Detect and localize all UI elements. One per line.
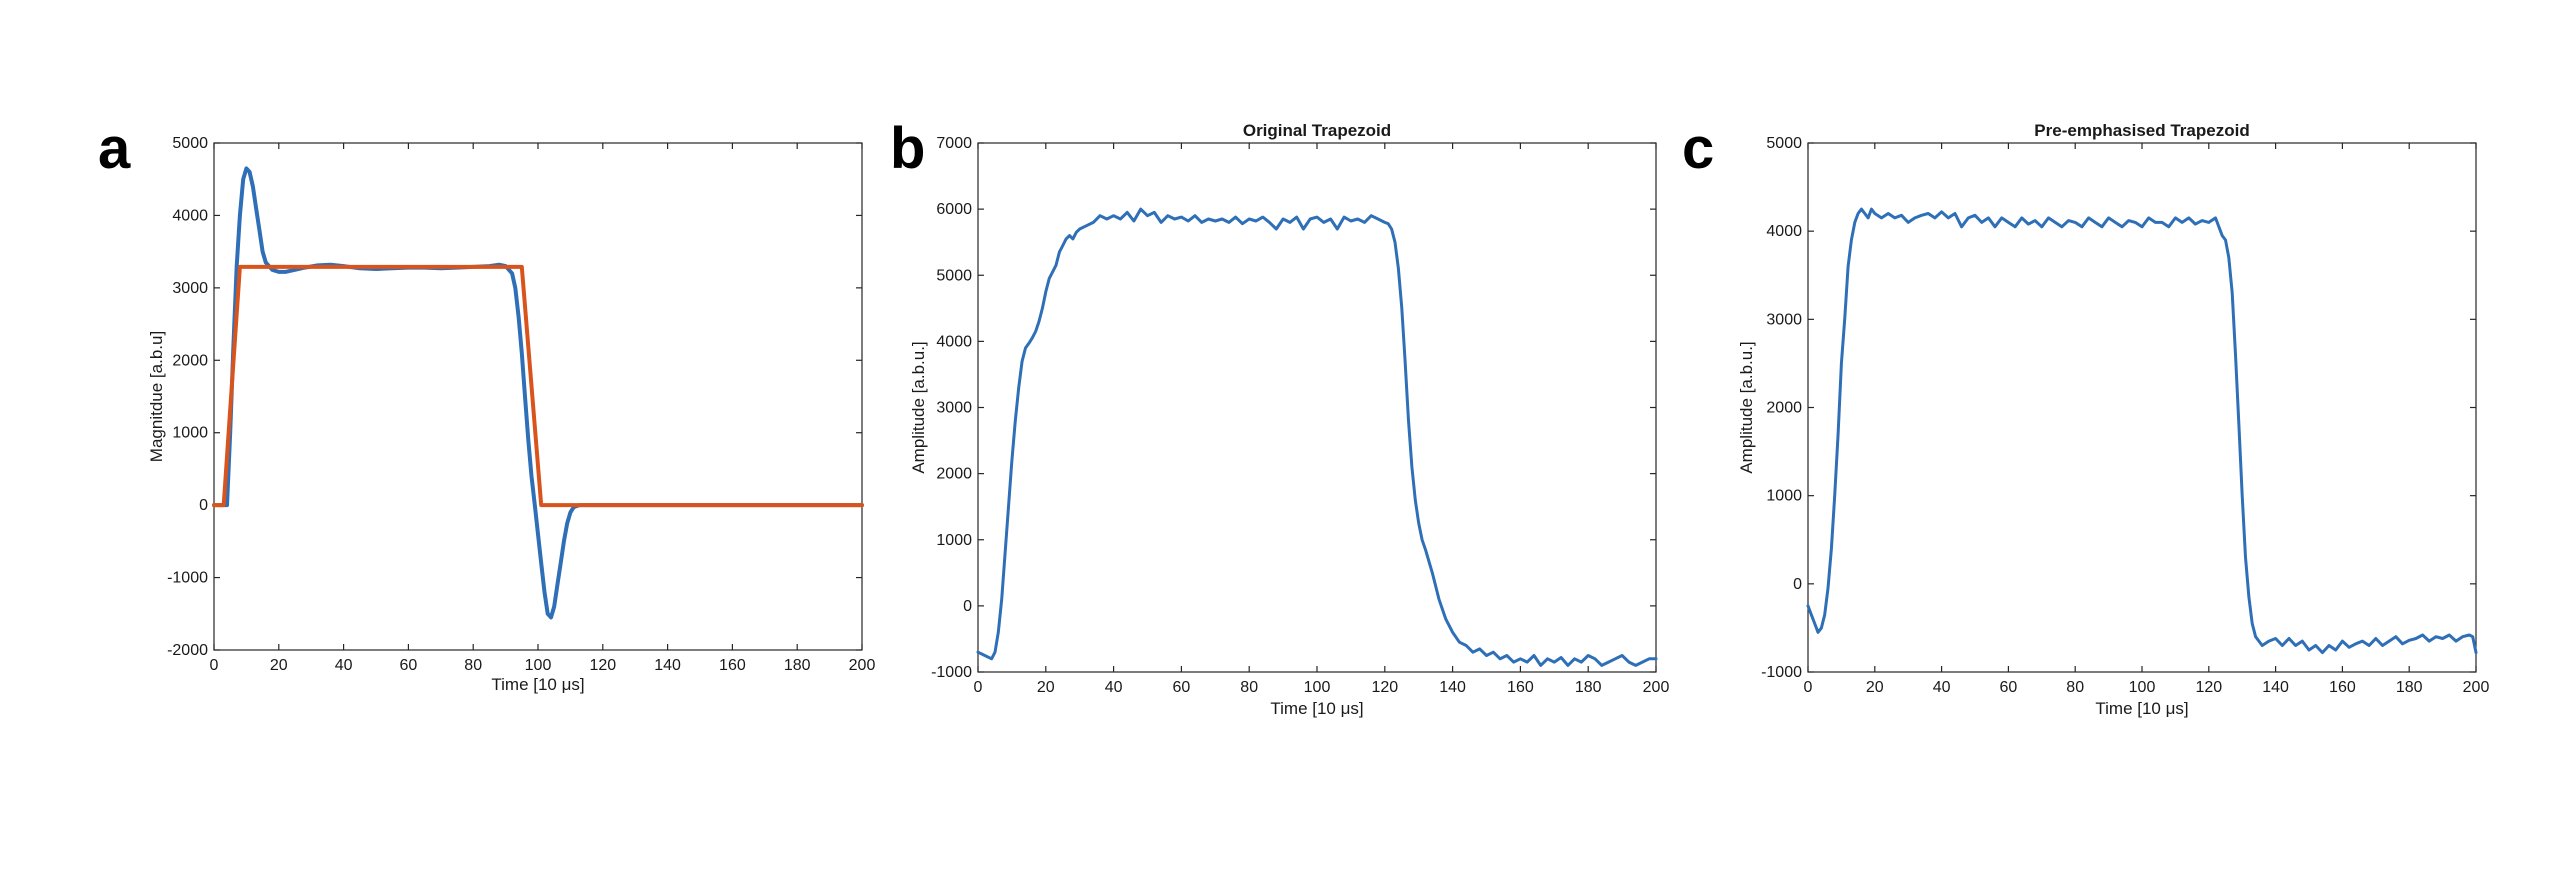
x-tick-label-a-7: 140 bbox=[654, 657, 681, 674]
x-tick-label-b-3: 60 bbox=[1173, 679, 1191, 696]
x-tick-label-a-0: 0 bbox=[210, 657, 219, 674]
x-axis-label-c: Time [10 μs] bbox=[2095, 699, 2188, 718]
x-tick-label-c-2: 40 bbox=[1933, 679, 1951, 696]
series-line-a-1 bbox=[212, 264, 864, 508]
x-tick-label-b-8: 160 bbox=[1507, 679, 1534, 696]
series-group-b bbox=[976, 207, 1658, 667]
y-axis-label-b: Amplitude [a.b.u.] bbox=[909, 341, 928, 473]
series-line-a-0 bbox=[212, 166, 864, 620]
chart-title-b: Original Trapezoid bbox=[1243, 121, 1391, 140]
y-tick-label-c-6: 5000 bbox=[1766, 135, 1802, 152]
y-tick-label-c-4: 3000 bbox=[1766, 311, 1802, 328]
x-tick-label-b-9: 180 bbox=[1575, 679, 1602, 696]
x-tick-label-b-4: 80 bbox=[1240, 679, 1258, 696]
y-ticks-b: -1000 0 1000 2000 3000 4000 5000 6000 7000 bbox=[931, 135, 1656, 681]
y-tick-label-c-2: 1000 bbox=[1766, 488, 1802, 505]
axes-frame-a bbox=[213, 142, 863, 651]
y-tick-label-b-4: 3000 bbox=[936, 400, 972, 417]
y-tick-label-a-0: -2000 bbox=[167, 642, 208, 659]
y-tick-label-c-1: 0 bbox=[1793, 576, 1802, 593]
x-tick-label-c-7: 140 bbox=[2262, 679, 2289, 696]
x-ticks-b: 0 20 40 60 80 100 120 140 160 180 200 bbox=[974, 143, 1670, 696]
x-tick-label-a-2: 40 bbox=[335, 657, 353, 674]
x-tick-label-a-9: 180 bbox=[784, 657, 811, 674]
y-tick-label-b-2: 1000 bbox=[936, 532, 972, 549]
x-ticks-a: 0 20 40 60 80 100 120 140 160 180 200 bbox=[210, 143, 876, 674]
x-tick-label-b-1: 20 bbox=[1037, 679, 1055, 696]
x-tick-label-a-1: 20 bbox=[270, 657, 288, 674]
chart-panel-a: a 0 20 40 60 80 100 120 140 160 180 200 -2000 -1000… bbox=[98, 116, 875, 694]
panel-letter-a: a bbox=[98, 116, 131, 181]
x-tick-label-a-5: 100 bbox=[525, 657, 552, 674]
x-tick-label-b-10: 200 bbox=[1643, 679, 1670, 696]
series-line-c-0 bbox=[1806, 207, 2478, 655]
x-tick-label-a-4: 80 bbox=[464, 657, 482, 674]
y-tick-label-b-8: 7000 bbox=[936, 135, 972, 152]
y-tick-label-b-3: 2000 bbox=[936, 466, 972, 483]
x-tick-label-b-0: 0 bbox=[974, 679, 983, 696]
y-tick-label-a-2: 0 bbox=[199, 497, 208, 514]
y-tick-label-a-6: 4000 bbox=[172, 207, 208, 224]
chart-title-c: Pre-emphasised Trapezoid bbox=[2034, 121, 2249, 140]
y-tick-label-a-7: 5000 bbox=[172, 135, 208, 152]
y-tick-label-a-1: -1000 bbox=[167, 570, 208, 587]
chart-panel-b: b Original Trapezoid 0 20 40 60 80 100 120 140 1… bbox=[890, 116, 1669, 718]
y-tick-label-b-5: 4000 bbox=[936, 333, 972, 350]
y-tick-label-c-5: 4000 bbox=[1766, 223, 1802, 240]
x-tick-label-c-3: 60 bbox=[2000, 679, 2018, 696]
x-tick-label-c-9: 180 bbox=[2396, 679, 2423, 696]
x-tick-label-b-6: 120 bbox=[1371, 679, 1398, 696]
y-tick-label-c-3: 2000 bbox=[1766, 400, 1802, 417]
x-axis-label-a: Time [10 μs] bbox=[491, 675, 584, 694]
y-axis-label-a: Magnitdue [a.b.u] bbox=[147, 331, 166, 462]
y-tick-label-b-1: 0 bbox=[963, 598, 972, 615]
panel-letter-b: b bbox=[890, 116, 925, 181]
x-tick-label-a-10: 200 bbox=[849, 657, 876, 674]
x-tick-label-a-3: 60 bbox=[400, 657, 418, 674]
x-tick-label-b-7: 140 bbox=[1439, 679, 1466, 696]
x-tick-label-c-8: 160 bbox=[2329, 679, 2356, 696]
y-tick-label-b-0: -1000 bbox=[931, 664, 972, 681]
x-tick-label-c-10: 200 bbox=[2463, 679, 2490, 696]
panel-letter-c: c bbox=[1682, 116, 1714, 181]
y-tick-label-a-5: 3000 bbox=[172, 280, 208, 297]
chart-panel-c: c Pre-emphasised Trapezoid 0 20 40 60 80 100 1… bbox=[1682, 116, 2489, 718]
y-tick-label-a-4: 2000 bbox=[172, 352, 208, 369]
axes-frame-b bbox=[977, 142, 1657, 673]
y-axis-label-c: Amplitude [a.b.u.] bbox=[1737, 341, 1756, 473]
y-ticks-a: -2000 -1000 0 1000 2000 3000 4000 5000 bbox=[167, 135, 862, 659]
series-group-a bbox=[212, 166, 864, 620]
y-tick-label-b-6: 5000 bbox=[936, 267, 972, 284]
x-tick-label-a-8: 160 bbox=[719, 657, 746, 674]
x-tick-label-c-6: 120 bbox=[2195, 679, 2222, 696]
x-tick-label-b-2: 40 bbox=[1105, 679, 1123, 696]
x-tick-label-c-1: 20 bbox=[1866, 679, 1884, 696]
series-group-c bbox=[1806, 207, 2478, 655]
x-tick-label-c-5: 100 bbox=[2129, 679, 2156, 696]
series-line-b-0 bbox=[976, 207, 1658, 667]
x-tick-label-a-6: 120 bbox=[589, 657, 616, 674]
y-ticks-c: -1000 0 1000 2000 3000 4000 5000 bbox=[1761, 135, 2476, 681]
x-tick-label-c-4: 80 bbox=[2066, 679, 2084, 696]
y-tick-label-a-3: 1000 bbox=[172, 425, 208, 442]
x-tick-label-c-0: 0 bbox=[1804, 679, 1813, 696]
x-ticks-c: 0 20 40 60 80 100 120 140 160 180 200 bbox=[1804, 143, 2490, 696]
y-tick-label-c-0: -1000 bbox=[1761, 664, 1802, 681]
x-tick-label-b-5: 100 bbox=[1304, 679, 1331, 696]
x-axis-label-b: Time [10 μs] bbox=[1270, 699, 1363, 718]
y-tick-label-b-7: 6000 bbox=[936, 201, 972, 218]
